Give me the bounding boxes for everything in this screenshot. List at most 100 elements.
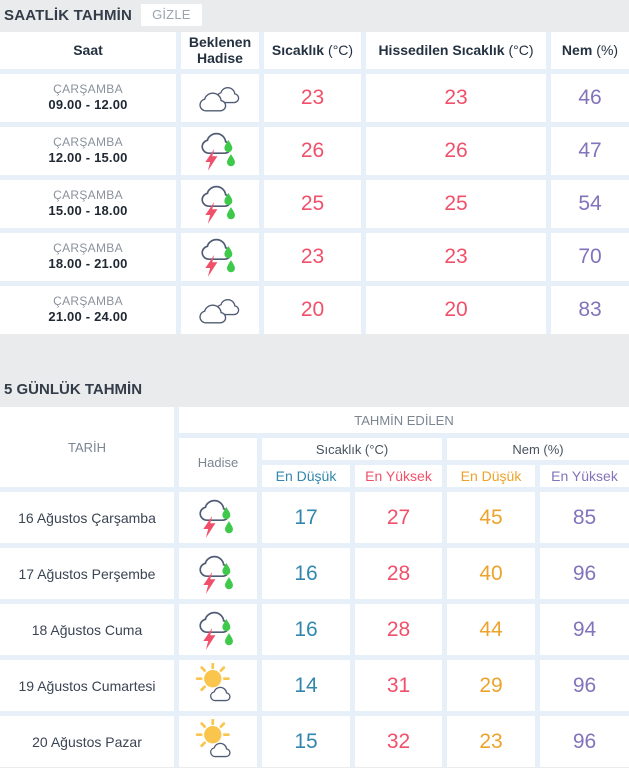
hourly-col-feels: Hissedilen Sıcaklık (°C)	[366, 32, 546, 69]
daily-row-hum-min: 29	[447, 660, 535, 711]
hourly-row-day: ÇARŞAMBA	[53, 81, 123, 96]
hourly-col-time-label: Saat	[73, 41, 103, 58]
daily-row-temp-max: 31	[355, 660, 442, 711]
daily-row-hum-max: 85	[540, 492, 629, 543]
hourly-row-feels: 25	[366, 180, 546, 228]
daily-row-event	[179, 660, 257, 711]
daily-row-temp-min: 14	[262, 660, 350, 711]
hourly-row-hours: 21.00 - 24.00	[48, 309, 128, 325]
hourly-row-hours: 09.00 - 12.00	[48, 97, 128, 113]
hourly-row-humidity: 83	[551, 286, 629, 334]
thunderstorm-icon	[195, 551, 241, 597]
hourly-row-event	[181, 127, 259, 175]
hourly-col-temp-label: Sıcaklık	[271, 41, 325, 58]
clouds-icon	[197, 78, 243, 118]
daily-row-temp-max: 32	[355, 716, 442, 767]
hourly-row-temp: 23	[264, 74, 361, 122]
daily-row-temp-max: 28	[355, 604, 442, 655]
hourly-col-temp: Sıcaklık (°C)	[264, 32, 361, 69]
hourly-row-event	[181, 180, 259, 228]
daily-row-hum-min: 44	[447, 604, 535, 655]
partly-sunny-icon	[195, 662, 241, 709]
hourly-row-temp: 26	[264, 127, 361, 175]
hourly-row-humidity: 46	[551, 74, 629, 122]
hourly-row-feels: 26	[366, 127, 546, 175]
hourly-col-humidity-label: Nem	[561, 41, 593, 58]
daily-col-temp-max: En Yüksek	[355, 465, 442, 487]
daily-col-predicted: TAHMİN EDİLEN	[179, 407, 629, 433]
hourly-section-header: SAATLİK TAHMİN GİZLE	[0, 0, 629, 32]
hourly-row-temp: 25	[264, 180, 361, 228]
hourly-row-feels: 23	[366, 233, 546, 281]
hourly-row-event	[181, 74, 259, 122]
thunderstorm-icon	[195, 495, 241, 541]
hourly-col-time: Saat	[0, 32, 176, 69]
daily-row-hum-min: 40	[447, 548, 535, 599]
clouds-icon	[197, 290, 243, 330]
daily-row-temp-max: 27	[355, 492, 442, 543]
hourly-forecast-table: Saat Beklenen Hadise Sıcaklık (°C) Hisse…	[0, 32, 629, 334]
daily-col-humidity: Nem (%)	[447, 438, 629, 460]
daily-row-date: 20 Ağustos Pazar	[0, 716, 174, 767]
daily-row-event	[179, 716, 257, 767]
daily-col-hum-max: En Yüksek	[540, 465, 629, 487]
daily-forecast-table: TARİH TAHMİN EDİLEN Hadise Sıcaklık (°C)…	[0, 407, 629, 767]
thunderstorm-icon	[197, 128, 243, 174]
daily-row-temp-min: 17	[262, 492, 350, 543]
hourly-col-event: Beklenen Hadise	[181, 32, 259, 69]
daily-row-hum-max: 96	[540, 660, 629, 711]
daily-row-hum-max: 96	[540, 548, 629, 599]
daily-row-event	[179, 548, 257, 599]
partly-sunny-icon	[195, 718, 241, 765]
hourly-row-feels: 23	[366, 74, 546, 122]
hourly-col-event-line1: Beklenen	[188, 34, 252, 51]
daily-row-date: 16 Ağustos Çarşamba	[0, 492, 174, 543]
hourly-row-time: ÇARŞAMBA 12.00 - 15.00	[0, 127, 176, 175]
hourly-col-humidity: Nem (%)	[551, 32, 629, 69]
hourly-col-feels-label: Hissedilen Sıcaklık	[378, 41, 505, 58]
hourly-row-temp: 20	[264, 286, 361, 334]
hourly-row-hours: 18.00 - 21.00	[48, 256, 128, 272]
daily-row-event	[179, 604, 257, 655]
hide-hourly-button[interactable]: GİZLE	[141, 4, 202, 26]
thunderstorm-icon	[197, 181, 243, 227]
hourly-row-hours: 15.00 - 18.00	[48, 203, 128, 219]
thunderstorm-icon	[195, 607, 241, 653]
hourly-row-day: ÇARŞAMBA	[53, 240, 123, 255]
hourly-section-title: SAATLİK TAHMİN	[4, 6, 133, 24]
daily-row-date: 19 Ağustos Cumartesi	[0, 660, 174, 711]
daily-row-date: 17 Ağustos Perşembe	[0, 548, 174, 599]
hourly-row-time: ÇARŞAMBA 09.00 - 12.00	[0, 74, 176, 122]
hourly-row-event	[181, 233, 259, 281]
daily-row-hum-max: 94	[540, 604, 629, 655]
hourly-row-humidity: 70	[551, 233, 629, 281]
hourly-col-feels-unit: (°C)	[508, 41, 534, 58]
daily-col-temp-min: En Düşük	[262, 465, 350, 487]
daily-row-date: 18 Ağustos Cuma	[0, 604, 174, 655]
daily-col-hum-min: En Düşük	[447, 465, 535, 487]
hourly-col-event-line2: Hadise	[197, 49, 243, 66]
hourly-row-day: ÇARŞAMBA	[53, 187, 123, 202]
daily-row-hum-min: 45	[447, 492, 535, 543]
hourly-row-time: ÇARŞAMBA 18.00 - 21.00	[0, 233, 176, 281]
hourly-row-day: ÇARŞAMBA	[53, 134, 123, 149]
hourly-row-time: ÇARŞAMBA 21.00 - 24.00	[0, 286, 176, 334]
hourly-row-day: ÇARŞAMBA	[53, 293, 123, 308]
hourly-row-event	[181, 286, 259, 334]
daily-row-hum-min: 23	[447, 716, 535, 767]
daily-row-temp-min: 16	[262, 604, 350, 655]
hourly-row-hours: 12.00 - 15.00	[48, 150, 128, 166]
daily-col-date: TARİH	[0, 407, 174, 487]
hourly-row-temp: 23	[264, 233, 361, 281]
hourly-row-humidity: 47	[551, 127, 629, 175]
hourly-col-temp-unit: (°C)	[328, 41, 354, 58]
daily-row-temp-min: 15	[262, 716, 350, 767]
hourly-row-feels: 20	[366, 286, 546, 334]
daily-col-event: Hadise	[179, 438, 257, 487]
daily-row-hum-max: 96	[540, 716, 629, 767]
daily-col-temp: Sıcaklık (°C)	[262, 438, 442, 460]
hourly-row-time: ÇARŞAMBA 15.00 - 18.00	[0, 180, 176, 228]
hourly-row-humidity: 54	[551, 180, 629, 228]
hourly-col-humidity-unit: (%)	[596, 41, 619, 58]
